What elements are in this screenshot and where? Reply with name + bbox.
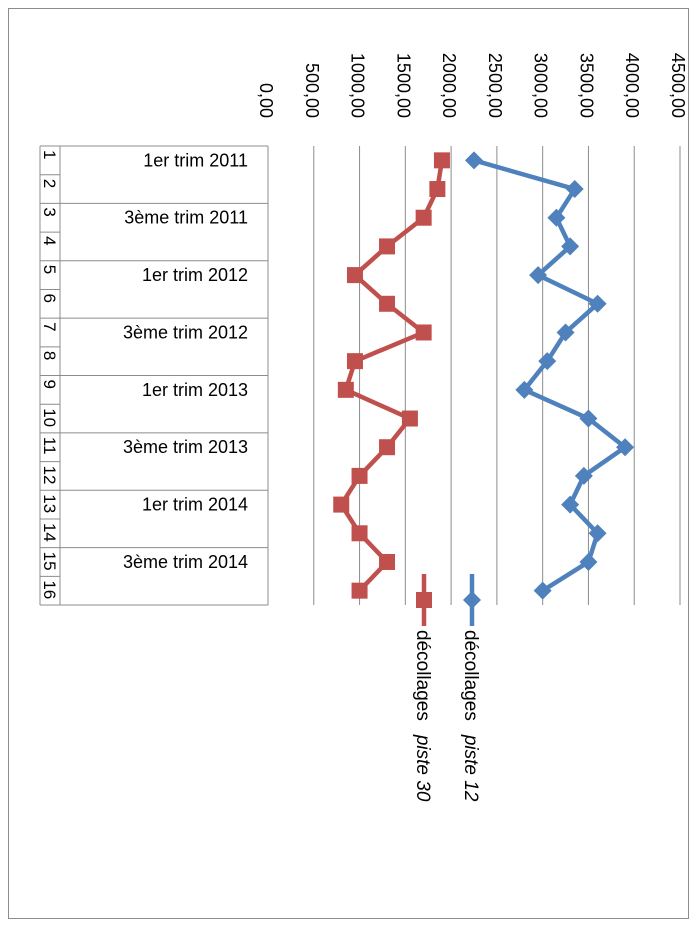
row-number: 12	[40, 466, 59, 485]
data-point	[415, 209, 432, 226]
category-label: 1er trim 2014	[142, 495, 248, 515]
data-point	[556, 323, 575, 342]
row-number: 6	[40, 293, 59, 302]
category-label: 1er trim 2011	[143, 150, 248, 170]
legend-marker	[463, 591, 481, 609]
data-point	[401, 410, 418, 427]
category-label: 1er trim 2012	[142, 265, 248, 285]
legend-label: décollagespiste 30	[412, 630, 433, 802]
data-point	[415, 324, 432, 341]
category-label: 3ème trim 2013	[123, 437, 248, 457]
value-tick-label: 500,00	[302, 63, 322, 118]
data-point	[579, 552, 598, 571]
data-point	[379, 439, 396, 456]
category-label: 1er trim 2013	[142, 380, 248, 400]
data-point	[579, 409, 598, 428]
row-number: 8	[40, 351, 59, 360]
data-point	[547, 208, 566, 227]
row-number: 10	[40, 408, 59, 427]
value-tick-label: 2000,00	[439, 53, 459, 118]
row-number: 4	[40, 236, 59, 245]
data-point	[533, 581, 552, 600]
data-point	[538, 352, 557, 371]
data-point	[346, 353, 363, 370]
legend-marker	[416, 592, 432, 608]
series-line	[473, 158, 628, 593]
data-point	[616, 438, 635, 457]
row-number: 13	[40, 494, 59, 513]
chart-border	[8, 8, 689, 919]
row-number: 15	[40, 552, 59, 571]
data-point	[529, 266, 548, 285]
data-point	[574, 466, 593, 485]
data-point	[337, 381, 354, 398]
category-label: 3ème trim 2014	[123, 552, 248, 572]
category-label: 3ème trim 2011	[124, 208, 248, 228]
data-point	[351, 582, 368, 599]
data-point	[433, 152, 450, 169]
grid-lines	[267, 146, 681, 605]
value-axis-ticks: 0,00 500,00 1000,00 1500,00 2000,00 2500,00 30…	[256, 53, 688, 118]
row-number: 2	[40, 179, 59, 188]
data-point	[429, 181, 446, 198]
row-number: 9	[40, 380, 59, 389]
data-point	[515, 380, 534, 399]
row-number: 11	[40, 437, 59, 455]
data-point	[351, 525, 368, 542]
value-tick-label: 1500,00	[393, 53, 413, 118]
data-point	[351, 467, 368, 484]
value-tick-label: 3500,00	[576, 53, 596, 118]
category-label: 3ème trim 2012	[123, 322, 248, 342]
legend: décollagespiste 12 décollagespiste 30	[412, 574, 481, 802]
data-point	[561, 237, 580, 256]
row-number: 5	[40, 265, 59, 274]
row-number: 7	[40, 322, 59, 331]
value-tick-label: 2500,00	[485, 53, 505, 118]
data-point	[379, 238, 396, 255]
series-line	[338, 159, 445, 593]
data-point	[465, 151, 483, 170]
value-tick-label: 3000,00	[531, 53, 551, 118]
data-point	[588, 294, 607, 313]
data-point	[561, 495, 580, 514]
data-point	[588, 524, 607, 543]
data-point	[379, 295, 396, 312]
row-number: 14	[40, 523, 59, 542]
data-point	[379, 553, 396, 570]
data-point	[333, 496, 350, 513]
value-tick-label: 1000,00	[348, 53, 368, 118]
series-layer	[333, 151, 635, 600]
data-point	[346, 267, 363, 284]
value-tick-label: 0,00	[256, 83, 276, 118]
legend-label: décollagespiste 12	[460, 630, 481, 802]
row-number: 3	[40, 207, 59, 216]
row-number: 16	[40, 580, 59, 599]
value-tick-label: 4000,00	[622, 53, 642, 118]
row-number: 1	[40, 150, 59, 159]
data-point	[565, 180, 584, 199]
value-tick-label: 4500,00	[668, 53, 688, 118]
